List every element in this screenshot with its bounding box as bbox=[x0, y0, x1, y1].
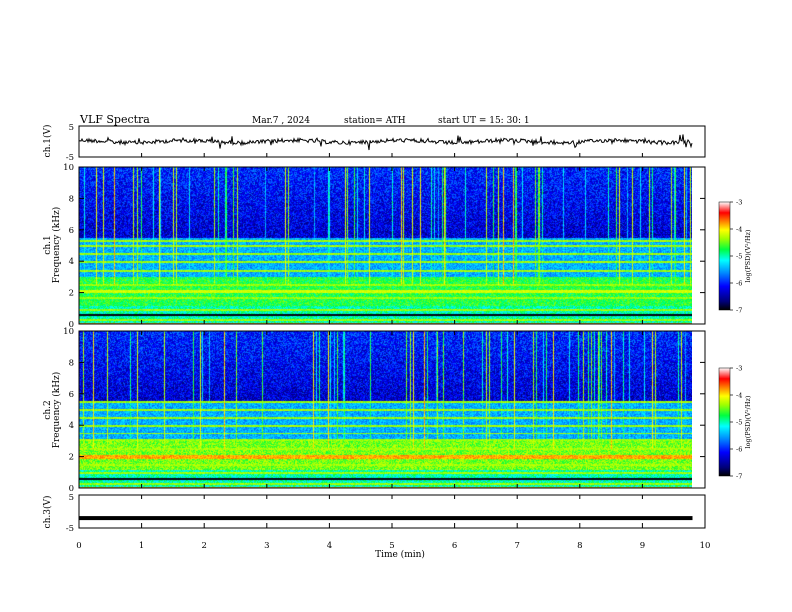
spec-ytick-label: 2 bbox=[69, 453, 74, 463]
colorbar-tick-label: -5 bbox=[736, 419, 742, 427]
figure-title: VLF Spectra bbox=[79, 113, 150, 126]
xtick-label: 10 bbox=[700, 541, 711, 551]
ch1-colorbar-label: log(PSD)(V²/Hz) bbox=[744, 229, 752, 282]
time-axis-label: Time (min) bbox=[375, 549, 425, 560]
xtick-label: 7 bbox=[514, 541, 519, 551]
ch2-frequency-label: Frequency (kHz) bbox=[51, 372, 62, 449]
ch1-frequency-label: Frequency (kHz) bbox=[51, 207, 62, 284]
ch1-waveform-ylabel: ch.1(V) bbox=[42, 125, 53, 158]
spec-ytick-label: 2 bbox=[69, 289, 74, 299]
ch1-channel-label: ch.1 bbox=[43, 235, 53, 254]
xtick-label: 3 bbox=[264, 541, 269, 551]
colorbar-tick-label: -3 bbox=[736, 365, 742, 373]
ch2-channel-label: ch.2 bbox=[43, 400, 53, 419]
ch1-waveform-panel: 5 -5 ch.1(V) bbox=[42, 123, 706, 163]
ch3-ytick-bottom: -5 bbox=[66, 524, 74, 534]
ch3-waveform-trace bbox=[79, 516, 693, 521]
spec-ytick-label: 0 bbox=[69, 320, 74, 330]
station-label: station= ATH bbox=[344, 116, 406, 126]
xtick-label: 1 bbox=[139, 541, 144, 551]
spec-ytick-label: 10 bbox=[63, 163, 74, 173]
xtick-label: 8 bbox=[577, 541, 582, 551]
ch1-waveform-trace bbox=[78, 134, 693, 151]
colorbar-tick-label: -3 bbox=[736, 199, 742, 207]
spec-ytick-label: 4 bbox=[69, 421, 74, 431]
colorbar-tick-label: -6 bbox=[736, 446, 742, 454]
ch3-ytick-top: 5 bbox=[69, 493, 74, 503]
colorbar-tick-label: -7 bbox=[736, 473, 742, 481]
spec-ytick-label: 0 bbox=[69, 484, 74, 494]
ch1-colorbar bbox=[718, 201, 731, 311]
spec-ytick-label: 10 bbox=[63, 327, 74, 337]
ch2-colorbar-label: log(PSD)(V²/Hz) bbox=[744, 395, 752, 448]
ch3-waveform-ylabel: ch.3(V) bbox=[42, 496, 53, 529]
spec-ytick-label: 8 bbox=[69, 358, 74, 368]
colorbar-tick-label: -7 bbox=[736, 307, 742, 315]
start-ut-label: start UT = 15: 30: 1 bbox=[438, 116, 530, 126]
ch2-colorbar bbox=[718, 367, 731, 477]
colorbar-tick-label: -4 bbox=[736, 392, 742, 400]
spec-ytick-label: 8 bbox=[69, 194, 74, 204]
ch1-ytick-bottom: -5 bbox=[66, 153, 74, 163]
colorbar-tick-label: -6 bbox=[736, 280, 742, 288]
spec-ytick-label: 6 bbox=[69, 226, 74, 236]
xtick-label: 2 bbox=[201, 541, 206, 551]
xtick-label: 9 bbox=[640, 541, 645, 551]
colorbar-tick-label: -5 bbox=[736, 253, 742, 261]
ch2-spectrogram-image bbox=[79, 331, 692, 488]
xtick-label: 0 bbox=[76, 541, 81, 551]
xtick-label: 6 bbox=[452, 541, 457, 551]
xtick-label: 4 bbox=[327, 541, 332, 551]
ch1-waveform-frame bbox=[78, 125, 706, 158]
time-axis: 0 1 2 3 4 5 6 7 8 9 10 bbox=[76, 153, 710, 551]
ch3-waveform-frame bbox=[78, 494, 706, 529]
date-label: Mar.7 , 2024 bbox=[252, 116, 310, 126]
colorbar-tick-label: -4 bbox=[736, 226, 742, 234]
spec-ytick-label: 4 bbox=[69, 257, 74, 267]
xtick-label: 5 bbox=[389, 541, 394, 551]
spec-ytick-label: 6 bbox=[69, 390, 74, 400]
ch3-waveform-panel: 5 -5 ch.3(V) bbox=[42, 493, 706, 534]
ch1-ytick-top: 5 bbox=[69, 123, 74, 133]
ch1-spectrogram-image bbox=[79, 167, 692, 324]
